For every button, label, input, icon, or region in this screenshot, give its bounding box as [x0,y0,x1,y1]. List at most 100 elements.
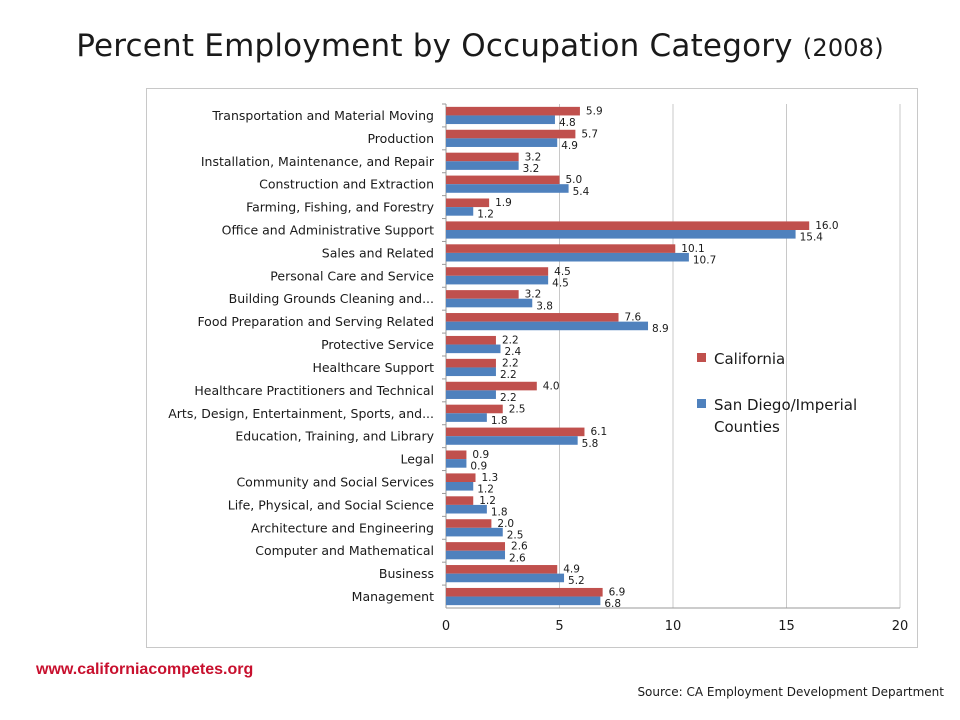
value-label-san-diego: 4.8 [559,117,576,129]
x-tick-label: 5 [555,619,563,634]
bar-california [446,587,603,597]
bar-california [446,267,549,276]
value-label-california: 5.9 [586,105,603,117]
category-label: Arts, Design, Entertainment, Sports, and… [168,406,434,421]
website-link[interactable]: www.californiacompetes.org [36,661,254,678]
bar-california [446,244,676,253]
value-label-san-diego: 2.4 [504,346,521,358]
category-label: Office and Administrative Support [222,223,434,238]
chart-title: Percent Employment by Occupation Categor… [0,28,960,64]
legend-label-san-diego: San Diego/Imperial [714,396,857,414]
category-label: Food Preparation and Serving Related [197,314,434,329]
bar-san-diego [446,115,555,125]
bar-san-diego [446,504,487,514]
bar-san-diego [446,275,549,285]
category-label: Construction and Extraction [259,177,434,192]
bar-california [446,221,810,230]
bar-san-diego [446,459,467,468]
value-label-california: 6.1 [590,426,607,438]
value-label-san-diego: 1.8 [491,507,508,519]
bar-san-diego [446,161,519,170]
value-label-california: 4.9 [563,564,580,576]
bar-california [446,404,503,414]
bar-san-diego [446,321,649,331]
bar-california [446,381,537,391]
value-label-san-diego: 2.5 [507,529,524,541]
category-label: Healthcare Support [312,360,434,375]
bar-san-diego [446,367,496,377]
category-label: Legal [400,452,434,467]
bar-san-diego [446,298,533,308]
value-label-san-diego: 8.9 [652,323,669,335]
x-tick-label: 15 [778,619,795,634]
bar-san-diego [446,413,487,422]
value-label-california: 1.9 [495,197,512,209]
bar-california [446,335,496,345]
value-label-san-diego: 5.4 [573,186,590,198]
bar-san-diego [446,573,565,583]
value-label-california: 3.2 [525,151,542,163]
chart-title-main: Percent Employment by Occupation Categor… [76,28,793,64]
legend-swatch-san-diego [697,399,706,408]
bar-california [446,106,580,116]
value-label-california: 2.2 [502,335,519,347]
bar-california [446,542,506,551]
bar-san-diego [446,184,569,193]
value-label-san-diego: 6.8 [604,598,621,610]
value-label-california: 6.9 [609,587,626,599]
category-label: Life, Physical, and Social Science [228,497,435,512]
bar-california [446,565,558,574]
chart-frame [146,88,918,648]
value-label-san-diego: 10.7 [693,255,716,267]
value-label-california: 4.0 [543,380,560,392]
value-label-san-diego: 5.2 [568,575,585,587]
category-label: Farming, Fishing, and Forestry [246,200,435,215]
category-label: Architecture and Engineering [251,520,434,535]
value-label-california: 1.2 [479,495,496,507]
value-label-san-diego: 4.5 [552,277,569,289]
chart-title-year: (2008) [802,34,884,62]
x-tick-label: 0 [442,619,450,634]
category-label: Sales and Related [322,245,434,260]
category-label: Production [367,131,434,146]
value-label-california: 10.1 [681,243,704,255]
value-label-san-diego: 15.4 [800,232,824,244]
legend-label-san-diego: Counties [714,418,780,436]
value-label-san-diego: 5.8 [582,438,599,450]
category-label: Management [352,589,434,604]
x-tick-label: 20 [892,619,909,634]
value-label-san-diego: 2.2 [500,392,517,404]
bar-california [446,175,560,185]
category-label: Business [379,566,434,581]
value-label-california: 2.0 [497,518,514,530]
x-tick-label: 10 [665,619,682,634]
value-label-san-diego: 2.2 [500,369,517,381]
bar-california [446,473,476,482]
bar-california [446,313,619,322]
value-label-california: 5.7 [581,128,598,140]
legend-label-california: California [714,350,785,368]
value-label-san-diego: 2.6 [509,552,526,564]
value-label-san-diego: 1.2 [477,484,494,496]
bar-san-diego [446,527,503,537]
value-label-california: 3.2 [525,289,542,301]
category-label: Transportation and Material Moving [211,108,434,123]
bar-san-diego [446,230,796,239]
bar-california [446,198,490,208]
value-label-san-diego: 1.2 [477,209,494,221]
value-label-california: 0.9 [472,449,489,461]
category-label: Education, Training, and Library [235,429,434,444]
category-label: Personal Care and Service [270,268,434,283]
value-label-california: 2.5 [509,403,526,415]
bar-san-diego [446,138,558,147]
bar-san-diego [446,344,501,354]
source-note: Source: CA Employment Development Depart… [637,685,944,699]
bar-california [446,450,467,460]
category-label: Healthcare Practitioners and Technical [194,383,434,398]
value-label-california: 2.2 [502,357,519,369]
value-label-california: 4.5 [554,266,571,278]
legend-swatch-california [697,353,706,362]
value-label-san-diego: 3.8 [536,300,553,312]
bar-california [446,152,519,162]
